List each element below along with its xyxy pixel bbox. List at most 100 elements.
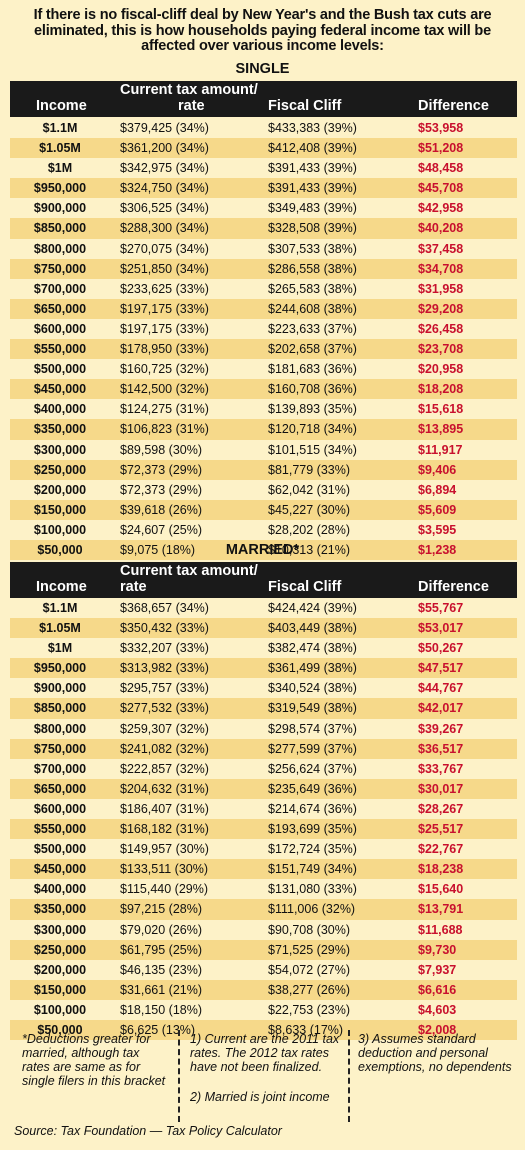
difference-cell: $33,767	[418, 761, 464, 776]
difference-cell: $15,640	[418, 882, 464, 897]
married-section-label: MARRIED*	[225, 542, 300, 558]
fiscal-cliff-cell: $202,658 (37%)	[268, 342, 357, 357]
current-tax-cell: $368,657 (34%)	[120, 601, 209, 615]
single-table-body: $1.1M $379,425 (34%) $433,383 (39%) $53,958…	[10, 118, 517, 561]
table-row: $850,000 $277,532 (33%) $319,549 (38%) $42,…	[10, 698, 517, 719]
current-tax-cell: $149,957 (30%)	[120, 842, 209, 857]
fiscal-cliff-cell: $28,202 (28%)	[268, 522, 351, 537]
difference-cell: $31,958	[418, 281, 464, 296]
income-cell: $700,000	[33, 761, 87, 776]
income-cell: $650,000	[33, 781, 87, 796]
table-row: $350,000 $97,215 (28%) $111,006 (32%) $13,7…	[10, 899, 517, 920]
difference-cell: $9,730	[418, 942, 457, 957]
difference-cell: $37,458	[418, 241, 464, 256]
current-tax-cell: $197,175 (33%)	[120, 321, 209, 336]
difference-cell: $44,767	[418, 681, 464, 696]
income-cell: $1M	[47, 641, 73, 656]
note-3: 3) Assumes standard deduction and person…	[358, 1032, 512, 1074]
fiscal-cliff-cell: $349,483 (39%)	[268, 201, 357, 216]
difference-cell: $11,917	[418, 442, 463, 457]
fiscal-cliff-cell: $8,633 (17%)	[268, 1022, 344, 1037]
income-cell: $600,000	[33, 321, 87, 336]
difference-cell: $30,017	[418, 781, 464, 796]
current-tax-cell: $79,020 (26%)	[120, 922, 203, 937]
difference-cell: $13,895	[418, 422, 464, 437]
income-cell: $50,000	[37, 1022, 83, 1037]
income-cell: $100,000	[33, 522, 87, 537]
table-row: $700,000 $233,625 (33%) $265,583 (38%) $31,…	[10, 279, 517, 299]
fiscal-cliff-cell: $193,699 (35%)	[268, 822, 357, 837]
current-tax-cell: $31,661 (21%)	[120, 982, 203, 997]
col-income-header: Income	[36, 98, 87, 114]
difference-cell: $48,458	[418, 161, 464, 176]
income-cell: $100,000	[33, 1002, 87, 1017]
footnotes: *Deductions greater for married, althoug…	[14, 1030, 514, 1130]
table-row: $500,000 $160,725 (32%) $181,683 (36%) $20,…	[10, 359, 517, 379]
income-cell: $900,000	[33, 201, 87, 216]
table-row: $1.1M $379,425 (34%) $433,383 (39%) $53,958	[10, 118, 517, 138]
fiscal-cliff-cell: $151,749 (34%)	[268, 862, 357, 877]
difference-cell: $53,958	[418, 121, 464, 135]
note-1: 1) Current are the 2011 tax rates. The 2…	[190, 1032, 340, 1074]
income-cell: $1.05M	[39, 621, 81, 636]
col-fiscal-header: Fiscal Cliff	[268, 98, 342, 114]
income-cell: $300,000	[33, 442, 87, 457]
table-row: $450,000 $142,500 (32%) $160,708 (36%) $18,…	[10, 379, 517, 400]
col-current-header-line1: Current tax amount/	[120, 563, 258, 579]
fiscal-cliff-cell: $235,649 (36%)	[268, 781, 357, 796]
table-row: $300,000 $89,598 (30%) $101,515 (34%) $11,9…	[10, 440, 517, 460]
income-cell: $650,000	[33, 301, 87, 316]
current-tax-cell: $9,075 (18%)	[120, 542, 196, 557]
current-tax-cell: $168,182 (31%)	[120, 822, 209, 837]
income-cell: $700,000	[33, 281, 87, 296]
col-difference-header: Difference	[418, 98, 489, 114]
table-row: $1.1M $368,657 (34%) $424,424 (39%) $55,767	[10, 598, 517, 618]
income-cell: $750,000	[33, 261, 87, 276]
current-tax-cell: $72,373 (29%)	[120, 462, 203, 477]
current-tax-cell: $233,625 (33%)	[120, 281, 209, 296]
current-tax-cell: $295,757 (33%)	[120, 681, 209, 696]
income-cell: $950,000	[33, 181, 87, 196]
table-row: $550,000 $168,182 (31%) $193,699 (35%) $25,…	[10, 819, 517, 840]
income-cell: $850,000	[33, 221, 87, 236]
current-tax-cell: $97,215 (28%)	[120, 902, 203, 917]
fiscal-cliff-cell: $382,474 (38%)	[268, 641, 357, 656]
table-row: $100,000 $24,607 (25%) $28,202 (28%) $3,595	[10, 520, 517, 540]
current-tax-cell: $124,275 (31%)	[120, 402, 209, 417]
fiscal-cliff-cell: $101,515 (34%)	[268, 442, 357, 457]
fiscal-cliff-cell: $412,408 (39%)	[268, 141, 357, 156]
current-tax-cell: $241,082 (32%)	[120, 741, 209, 756]
income-cell: $800,000	[33, 241, 87, 256]
table-row: $50,000 $9,075 (18%) $10,313 (21%) $1,238	[10, 539, 517, 561]
difference-cell: $25,517	[418, 822, 464, 837]
difference-cell: $29,208	[418, 301, 464, 316]
table-row: $400,000 $124,275 (31%) $139,893 (35%) $15,…	[10, 399, 517, 419]
married-table-header: Income Current tax amount/ rate Fiscal C…	[10, 562, 517, 598]
current-tax-cell: $350,432 (33%)	[120, 621, 209, 636]
difference-cell: $15,618	[418, 402, 464, 417]
income-cell: $400,000	[33, 402, 87, 417]
married-table-body: $1.1M $368,657 (34%) $424,424 (39%) $55,767…	[10, 598, 517, 1041]
fiscal-cliff-cell: $111,006 (32%)	[268, 902, 356, 917]
income-cell: $200,000	[33, 482, 87, 497]
col-current-header-line2: rate	[178, 98, 205, 114]
table-row: $150,000 $31,661 (21%) $38,277 (26%) $6,616	[10, 979, 517, 1000]
income-cell: $950,000	[33, 661, 87, 676]
fiscal-cliff-cell: $403,449 (38%)	[268, 621, 357, 636]
fiscal-cliff-cell: $340,524 (38%)	[268, 681, 357, 696]
difference-cell: $51,208	[418, 141, 464, 156]
table-row: $50,000 $6,625 (13%) $8,633 (17%) $2,008	[10, 1019, 517, 1041]
difference-cell: $11,688	[418, 922, 463, 937]
current-tax-cell: $18,150 (18%)	[120, 1002, 203, 1017]
table-row: $200,000 $46,135 (23%) $54,072 (27%) $7,937	[10, 960, 517, 980]
table-row: $250,000 $61,795 (25%) $71,525 (29%) $9,730	[10, 939, 517, 960]
table-row: $450,000 $133,511 (30%) $151,749 (34%) $18,…	[10, 859, 517, 880]
income-cell: $250,000	[33, 462, 87, 477]
fiscal-cliff-cell: $361,499 (38%)	[268, 661, 357, 676]
income-cell: $1.05M	[39, 141, 81, 156]
fiscal-cliff-cell: $22,753 (23%)	[268, 1002, 351, 1017]
income-cell: $350,000	[33, 422, 87, 437]
table-row: $800,000 $270,075 (34%) $307,533 (38%) $37,…	[10, 239, 517, 259]
current-tax-cell: $6,625 (13%)	[120, 1022, 196, 1037]
table-row: $400,000 $115,440 (29%) $131,080 (33%) $15,…	[10, 879, 517, 899]
